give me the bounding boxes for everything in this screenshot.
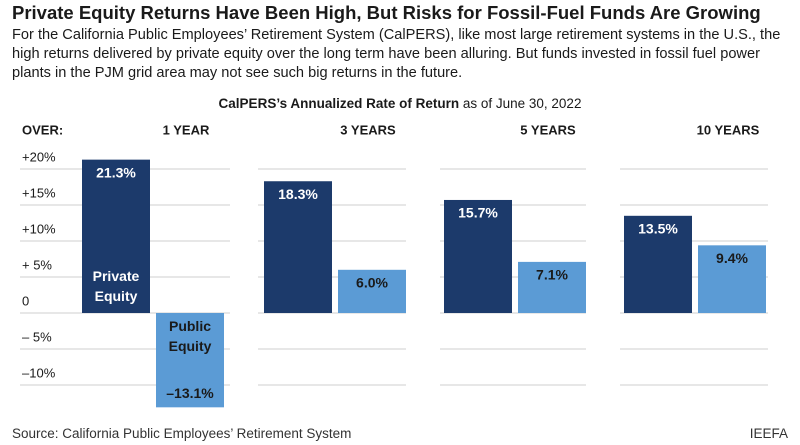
y-tick-label: + 5% (22, 257, 52, 272)
y-tick-label: – 5% (22, 329, 52, 344)
x-tick-label: 1 YEAR (163, 122, 210, 137)
y-tick-label: +15% (22, 185, 56, 200)
x-tick-label: 10 YEARS (697, 122, 760, 137)
x-tick-label: 5 YEARS (520, 122, 576, 137)
bar (698, 245, 766, 313)
chart-title-note: as of June 30, 2022 (462, 96, 582, 111)
legend-entry: Private Equity (92, 268, 140, 304)
bar (82, 159, 150, 313)
title: Private Equity Returns Have Been High, B… (12, 2, 761, 23)
value-label: 13.5% (638, 221, 678, 237)
value-label: –13.1% (166, 385, 214, 401)
bar (338, 269, 406, 313)
chart-title: CalPERS’s Annualized Rate of Return (218, 96, 460, 111)
bar (444, 199, 512, 313)
y-tick-label: +10% (22, 221, 56, 236)
value-label: 6.0% (356, 275, 388, 291)
legend-entry: Public Equity (168, 318, 212, 354)
category-header: OVER: (22, 122, 63, 137)
chart-title-row: CalPERS’s Annualized Rate of Return as o… (0, 96, 800, 111)
value-label: 7.1% (536, 267, 568, 283)
x-tick-label: 3 YEARS (340, 122, 396, 137)
y-tick-label: +20% (22, 149, 56, 164)
value-label: 15.7% (458, 205, 498, 221)
bar (518, 261, 586, 313)
bar (624, 215, 692, 313)
value-label: 21.3% (96, 164, 136, 180)
bar (156, 313, 224, 408)
value-label: 9.4% (716, 250, 748, 266)
y-tick-label: 0 (22, 293, 29, 308)
source: Source: California Public Employees’ Ret… (12, 426, 352, 441)
y-tick-label: –10% (22, 365, 56, 380)
credit: IEEFA (749, 426, 788, 441)
subtitle: For the California Public Employees’ Ret… (12, 27, 781, 81)
bar (264, 181, 332, 313)
value-label: 18.3% (278, 186, 318, 202)
